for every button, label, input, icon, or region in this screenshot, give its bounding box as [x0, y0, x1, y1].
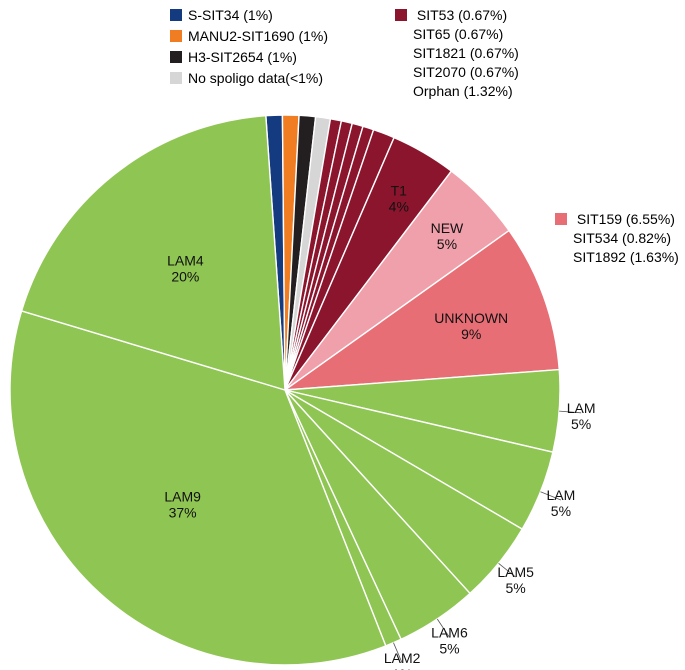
slice-label: LAM65% [431, 624, 468, 656]
slice-label: LAM5% [547, 487, 576, 519]
slice-label: LAM420% [167, 252, 204, 284]
slice-label: LAM55% [497, 564, 534, 596]
slice-label: LAM5% [567, 400, 596, 432]
slice-label: LAM21% [384, 650, 421, 670]
slice-label: LAM937% [164, 488, 201, 520]
slice-label: T14% [389, 182, 409, 214]
pie-chart: T14%NEW5%UNKNOWN9%LAM5%LAM5%LAM55%LAM65%… [0, 0, 685, 670]
